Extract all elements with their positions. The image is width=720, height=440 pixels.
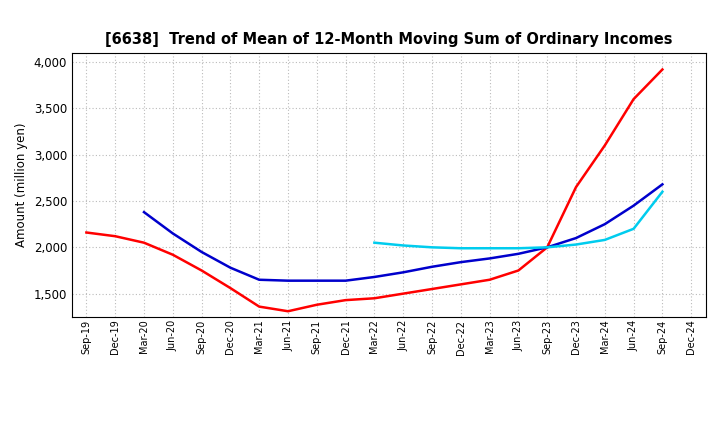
Y-axis label: Amount (million yen): Amount (million yen)	[15, 123, 28, 247]
Title: [6638]  Trend of Mean of 12-Month Moving Sum of Ordinary Incomes: [6638] Trend of Mean of 12-Month Moving …	[105, 33, 672, 48]
